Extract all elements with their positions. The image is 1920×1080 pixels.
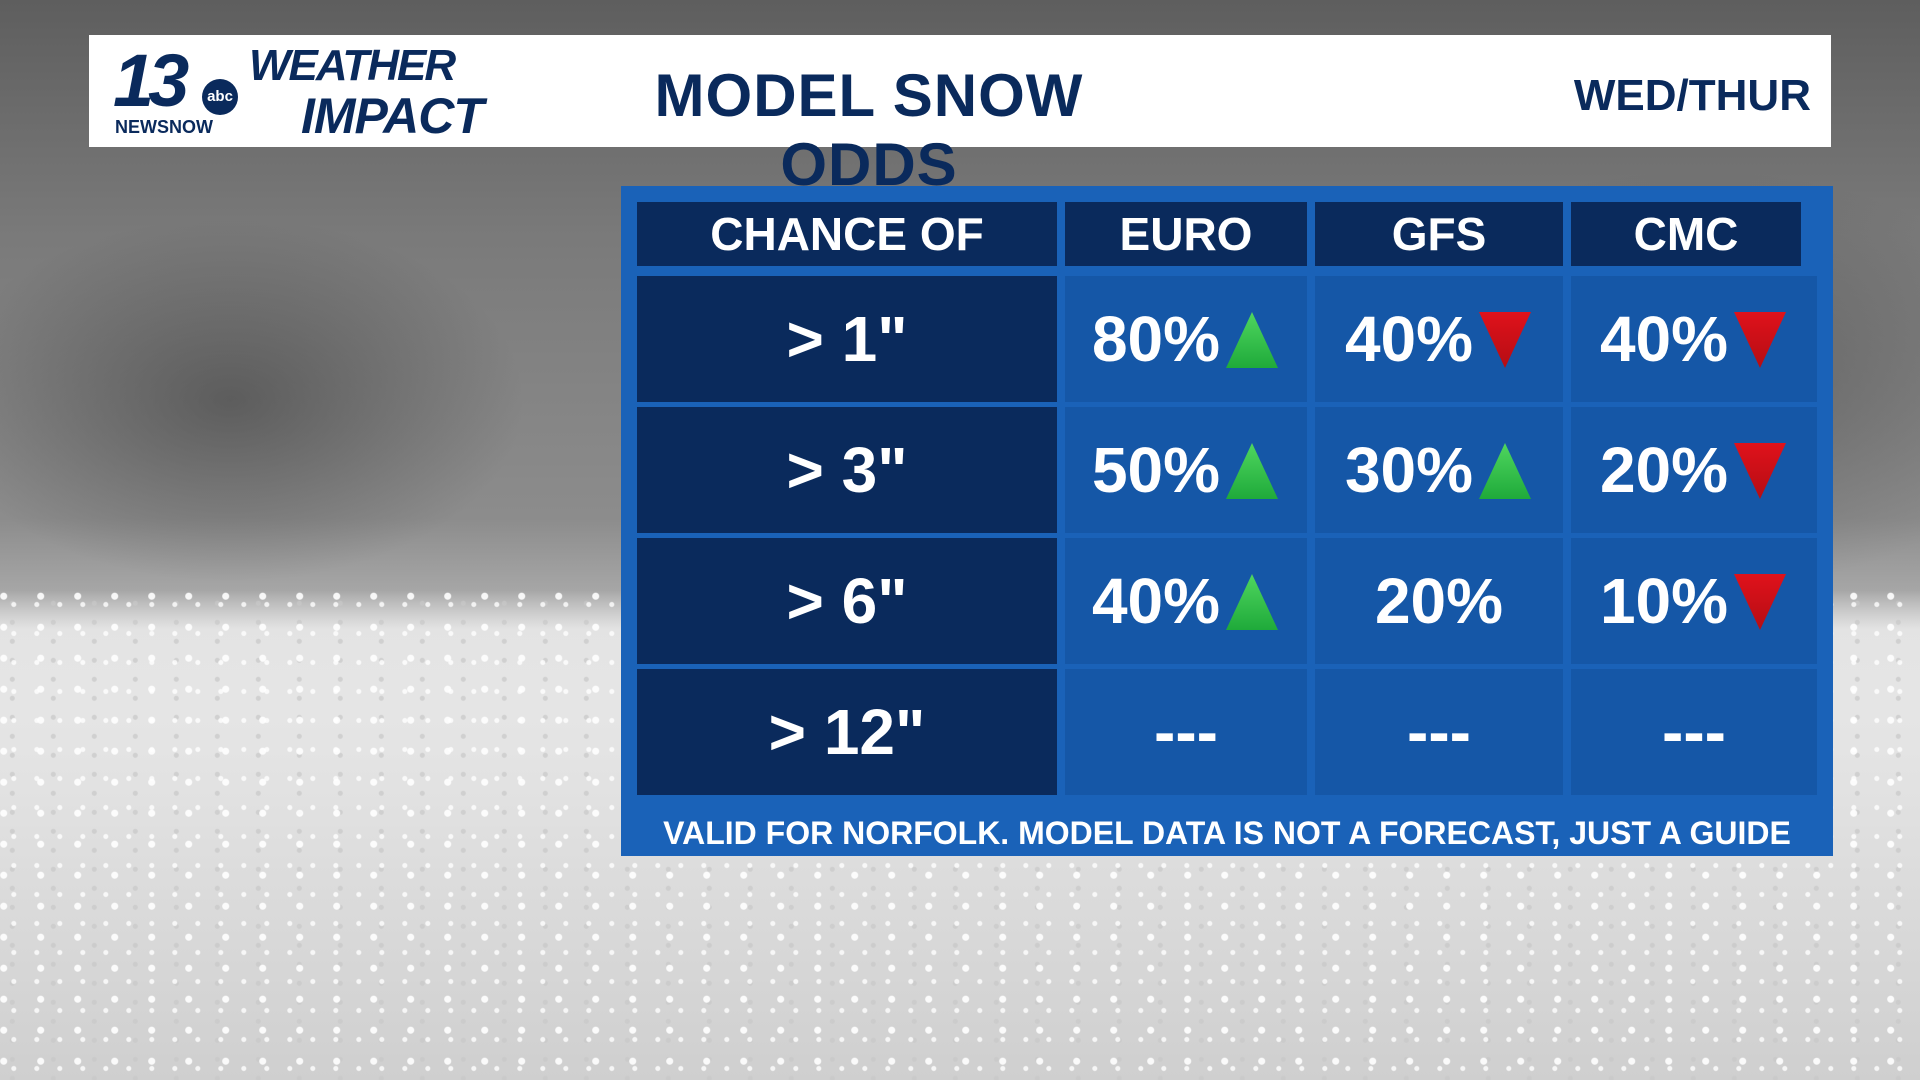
odds-value: 30% [1344,434,1474,506]
column-header-euro: EURO [1065,202,1307,266]
brand-impact: IMPACT [301,88,484,144]
odds-value: 10% [1599,565,1729,637]
header-bar: 13 abc NEWSNOW WEATHER IMPACT MODEL SNOW… [89,35,1831,198]
table-footer-note: VALID FOR NORFOLK. MODEL DATA IS NOT A F… [663,815,1791,851]
row-label: > 3" [637,407,1057,533]
trend-down-arrow-icon [1734,443,1787,500]
odds-cell-cmc: 40% [1571,276,1817,402]
odds-value: 50% [1091,434,1221,506]
odds-value: 40% [1344,303,1474,375]
column-header-gfs: GFS [1315,202,1563,266]
trend-up-arrow-icon [1226,312,1279,369]
odds-cell-euro: 50% [1065,407,1307,533]
odds-value: 40% [1599,303,1729,375]
snow-odds-table: VALID FOR NORFOLK. MODEL DATA IS NOT A F… [621,186,1833,856]
column-header-cmc: CMC [1571,202,1801,266]
odds-cell-euro: --- [1065,669,1307,795]
row-label: > 12" [637,669,1057,795]
row-label: > 6" [637,538,1057,664]
odds-value: --- [1662,696,1726,768]
odds-cell-gfs: 20% [1315,538,1563,664]
station-logo-number: 13 [113,39,189,122]
days-label: WED/THUR [1573,71,1811,120]
odds-cell-euro: 80% [1065,276,1307,402]
page-title: MODEL SNOW ODDS [654,62,1084,198]
trend-down-arrow-icon [1479,312,1532,369]
odds-cell-cmc: 20% [1571,407,1817,533]
trend-up-arrow-icon [1479,443,1532,500]
odds-cell-gfs: 40% [1315,276,1563,402]
odds-cell-cmc: 10% [1571,538,1817,664]
brand-weather: WEATHER [249,41,456,90]
station-logo-newsnow: NEWSNOW [115,117,213,137]
trend-down-arrow-icon [1734,574,1787,631]
trend-down-arrow-icon [1734,312,1787,369]
odds-value: 20% [1374,565,1504,637]
odds-cell-gfs: --- [1315,669,1563,795]
odds-value: 20% [1599,434,1729,506]
column-header-chance-of: CHANCE OF [637,202,1057,266]
odds-value: --- [1154,696,1218,768]
trend-up-arrow-icon [1226,443,1279,500]
odds-value: --- [1407,696,1471,768]
odds-value: 80% [1091,303,1221,375]
odds-cell-cmc: --- [1571,669,1817,795]
odds-cell-euro: 40% [1065,538,1307,664]
odds-cell-gfs: 30% [1315,407,1563,533]
odds-value: 40% [1091,565,1221,637]
trend-up-arrow-icon [1226,574,1279,631]
row-label: > 1" [637,276,1057,402]
abc-badge-icon: abc [202,79,238,115]
